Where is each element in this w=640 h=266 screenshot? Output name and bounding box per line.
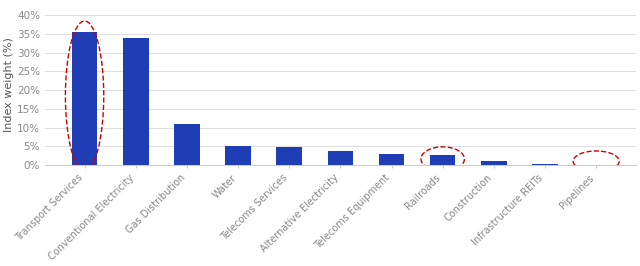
Bar: [430, 155, 456, 165]
Bar: [379, 154, 404, 165]
Bar: [174, 124, 200, 165]
Bar: [276, 147, 302, 165]
Bar: [225, 146, 251, 165]
Y-axis label: Index weight (%): Index weight (%): [4, 37, 14, 132]
Bar: [123, 38, 148, 165]
Bar: [328, 151, 353, 165]
Bar: [532, 164, 558, 165]
Bar: [72, 32, 97, 165]
Bar: [481, 161, 507, 165]
